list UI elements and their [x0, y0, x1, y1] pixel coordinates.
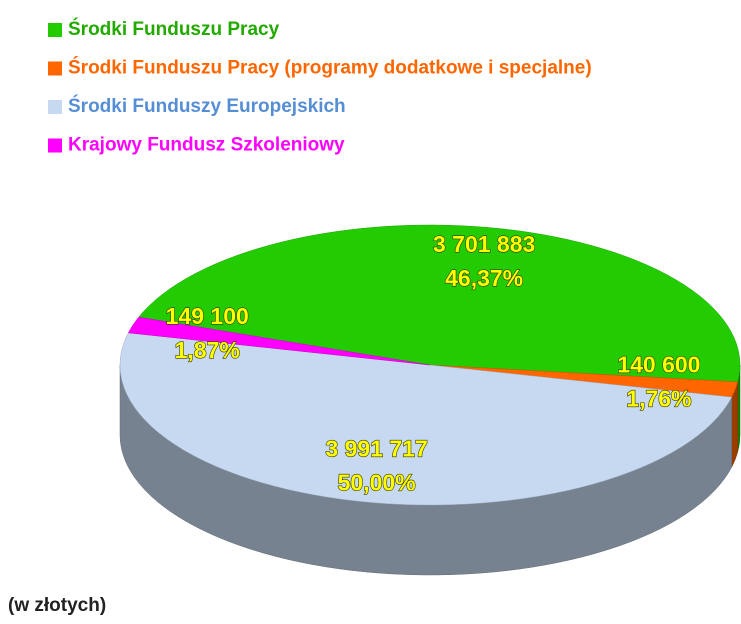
legend-swatch — [48, 138, 62, 153]
legend-swatch — [48, 23, 62, 37]
legend-swatch — [48, 100, 62, 114]
legend-swatch — [48, 61, 62, 76]
unit-note: (w złotych) — [8, 595, 106, 616]
value-label: 149 100 — [166, 303, 249, 329]
legend-label: Krajowy Fundusz Szkoleniowy — [68, 135, 345, 156]
percent-label: 50,00% — [338, 469, 416, 495]
legend-label: Środki Funduszu Pracy — [68, 18, 280, 40]
value-label: 3 701 883 — [433, 231, 535, 257]
percent-label: 46,37% — [445, 265, 523, 291]
legend-label: Środki Funduszy Europejskich — [68, 95, 346, 117]
value-label: 140 600 — [617, 351, 700, 377]
percent-label: 1,87% — [175, 337, 240, 363]
slice — [119, 332, 733, 506]
legend-label: Środki Funduszu Pracy (programy dodatkow… — [68, 57, 592, 79]
value-label: 3 991 717 — [325, 435, 427, 461]
percent-label: 1,76% — [626, 385, 691, 411]
slice — [127, 316, 431, 366]
slice — [138, 224, 741, 383]
